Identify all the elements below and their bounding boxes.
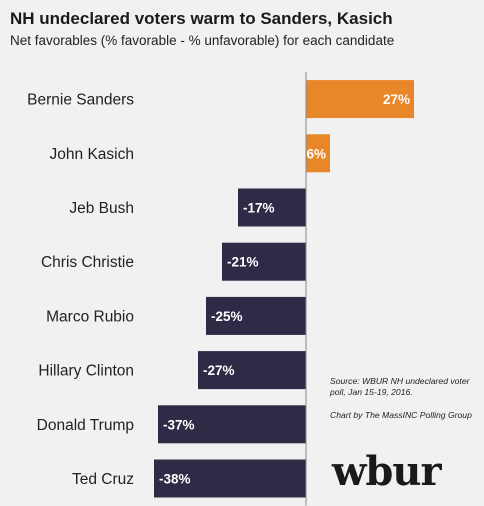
category-label: Jeb Bush — [69, 200, 134, 217]
data-label: -25% — [211, 309, 243, 324]
credit-note: Chart by The MassINC Polling Group — [330, 410, 472, 420]
category-label: Donald Trump — [37, 417, 134, 434]
bar-bernie-sanders — [306, 80, 414, 119]
chart-subtitle: Net favorables (% favorable - % unfavora… — [10, 33, 395, 48]
bar-marco-rubio — [206, 296, 306, 335]
bar-hillary-clinton — [198, 351, 306, 390]
bar-chris-christie — [222, 242, 306, 281]
data-label: -37% — [163, 417, 195, 432]
category-label: John Kasich — [50, 146, 134, 163]
category-label: Bernie Sanders — [27, 92, 134, 109]
source-note: Source: WBUR NH undeclared voter poll, J… — [330, 376, 470, 397]
category-label: Marco Rubio — [46, 308, 134, 325]
bar-john-kasich — [306, 134, 330, 173]
category-label: Hillary Clinton — [38, 363, 134, 380]
chart-title: NH undeclared voters warm to Sanders, Ka… — [10, 9, 393, 28]
bar-jeb-bush — [238, 188, 306, 227]
bar-ted-cruz — [154, 459, 306, 498]
data-label: -38% — [159, 472, 191, 487]
data-label: -21% — [227, 255, 259, 270]
data-label: 27% — [383, 92, 410, 107]
data-label: -27% — [203, 363, 235, 378]
data-label: 6% — [306, 146, 326, 161]
wbur-logo: wbur — [332, 448, 442, 495]
category-label: Ted Cruz — [72, 471, 134, 488]
category-label: Chris Christie — [41, 254, 134, 271]
bar-donald-trump — [158, 405, 306, 444]
data-label: -17% — [243, 201, 275, 216]
